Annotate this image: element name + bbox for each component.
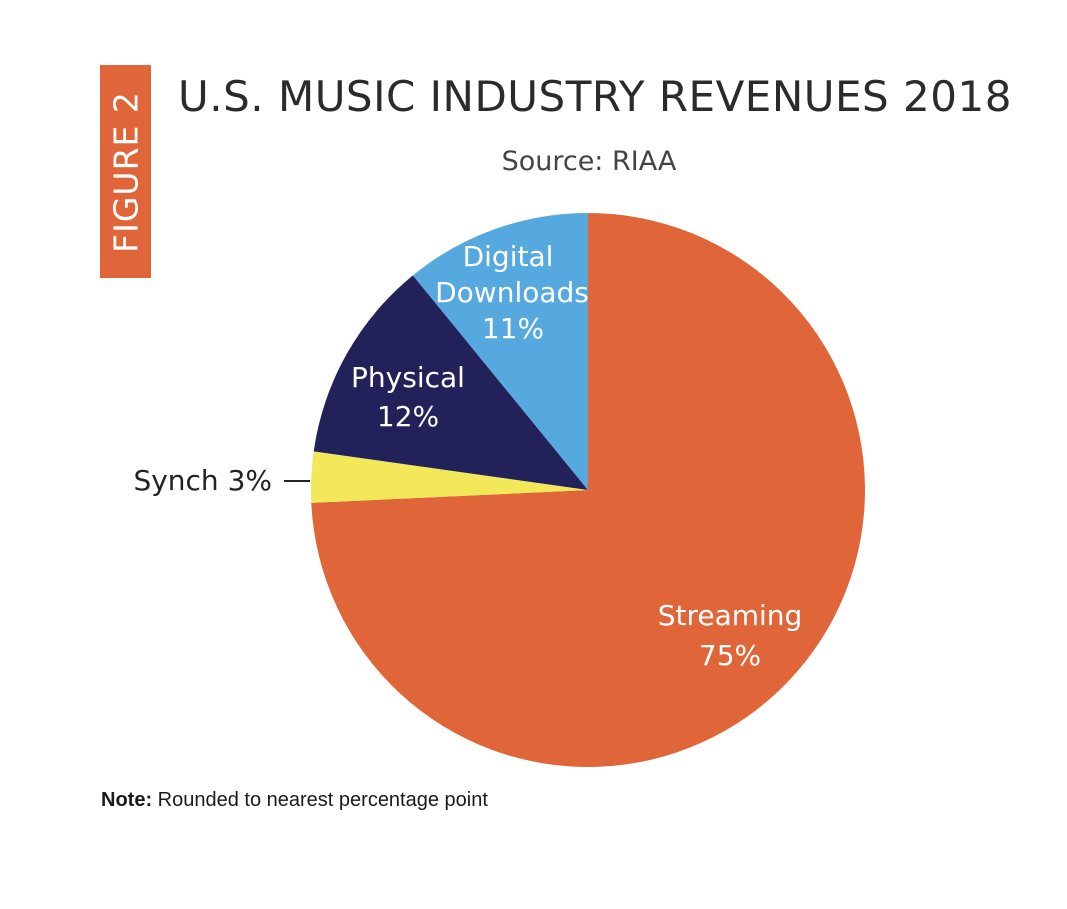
footnote-bold: Note:	[101, 789, 153, 811]
streaming-label-name: Streaming	[658, 599, 803, 632]
synch-label: Synch 3%	[133, 464, 272, 497]
footnote-text: Rounded to nearest percentage point	[152, 789, 488, 811]
digital-label-line1: Digital	[463, 240, 554, 273]
streaming-label-value: 75%	[699, 639, 761, 672]
chart-title: U.S. MUSIC INDUSTRY REVENUES 2018	[178, 72, 1012, 121]
pie-slice-synch	[310, 451, 588, 503]
digital-label-value: 11%	[482, 312, 544, 345]
pie-slice-streaming	[311, 213, 865, 767]
physical-label-value: 12%	[377, 400, 439, 433]
pie-slice-physical	[313, 275, 588, 490]
chart-subtitle: Source: RIAA	[501, 146, 677, 177]
physical-label-name: Physical	[351, 361, 465, 394]
pie-slices	[310, 213, 865, 767]
pie-slice-digital-downloads	[412, 213, 588, 490]
figure-label-tag: FIGURE 2	[100, 65, 151, 278]
footnote: Note: Rounded to nearest percentage poin…	[101, 789, 488, 812]
digital-label-line2: Downloads	[435, 276, 589, 309]
